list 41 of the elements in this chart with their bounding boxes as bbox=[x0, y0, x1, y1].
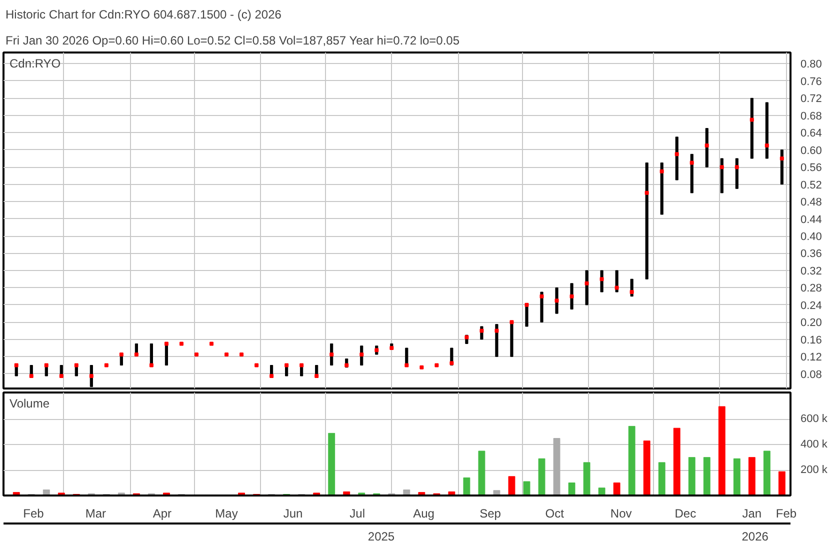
x-tick-label: Apr bbox=[152, 506, 172, 520]
chart-subtitle: Fri Jan 30 2026 Op=0.60 Hi=0.60 Lo=0.52 Cl=0.58 Vol=187,857 Year hi=0.72 lo=0.05 bbox=[6, 34, 460, 48]
x-tick-label: Nov bbox=[610, 506, 632, 520]
x-tick-label: Jan bbox=[742, 506, 762, 520]
x-tick-label: Feb bbox=[776, 506, 797, 520]
y-tick-label: 0.80 bbox=[800, 58, 822, 71]
y-tick-label: 0.48 bbox=[800, 196, 822, 209]
y-tick-label: 0.72 bbox=[800, 93, 822, 106]
y-tick-label: 0.76 bbox=[800, 76, 822, 88]
text: 2025 bbox=[368, 530, 395, 543]
annotation: Cdn:RYO bbox=[10, 56, 61, 70]
y-tick-label: 0.56 bbox=[800, 162, 822, 174]
y-tick-label: 0.36 bbox=[800, 248, 822, 260]
y-tick-label: 0.60 bbox=[800, 144, 822, 157]
x-tick-label: Sep bbox=[480, 506, 502, 520]
y-tick-label: 0.44 bbox=[800, 214, 822, 226]
x-tick-label: Feb bbox=[23, 506, 44, 520]
x-tick-label: Mar bbox=[85, 506, 106, 520]
text: 2026 bbox=[742, 530, 769, 543]
y-tick-label: 0.24 bbox=[800, 300, 822, 312]
y-tick-label: 0.64 bbox=[800, 128, 822, 140]
y-tick-label: 0.20 bbox=[800, 317, 822, 330]
x-tick-label: Oct bbox=[545, 506, 565, 520]
chart-title: Historic Chart for Cdn:RYO 604.687.1500 - (c) 2026 bbox=[6, 8, 282, 22]
x-tick-label: Aug bbox=[413, 506, 434, 520]
annotation: Volume bbox=[10, 396, 50, 410]
y-tick-label: 0.52 bbox=[800, 179, 822, 192]
y-tick-label: 0.28 bbox=[800, 282, 822, 295]
y-tick-label: 0.32 bbox=[800, 265, 822, 278]
y-tick-label: 0.16 bbox=[800, 334, 822, 346]
y-tick-label: 200 k bbox=[800, 464, 828, 476]
y-tick-label: 0.12 bbox=[800, 352, 822, 364]
y-tick-label: 0.68 bbox=[800, 110, 822, 122]
y-tick-label: 400 k bbox=[800, 438, 828, 451]
x-tick-label: May bbox=[215, 506, 238, 520]
x-tick-label: Jun bbox=[283, 506, 303, 520]
y-tick-label: 0.08 bbox=[800, 368, 822, 381]
x-tick-label: Dec bbox=[674, 506, 696, 520]
y-tick-label: 600 k bbox=[800, 413, 828, 426]
y-tick-label: 0.40 bbox=[800, 231, 822, 244]
x-tick-label: Jul bbox=[350, 506, 365, 520]
